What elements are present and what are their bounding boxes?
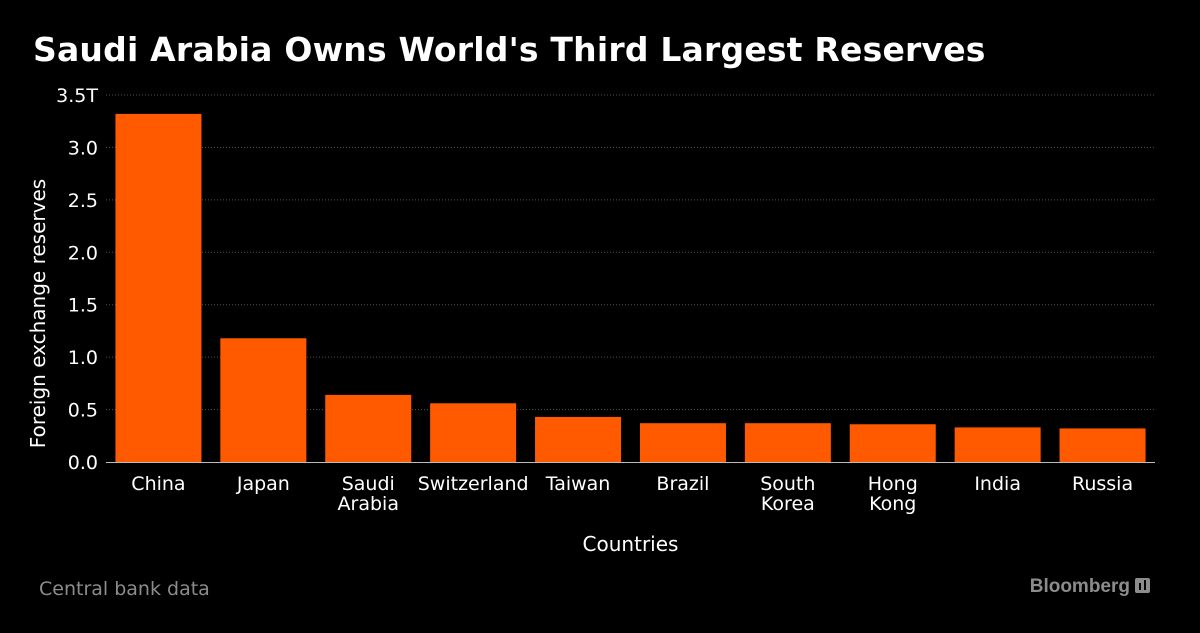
x-tick-label: Hong <box>868 473 918 495</box>
brand-name: Bloomberg <box>1029 576 1130 597</box>
x-tick-label: Arabia <box>338 493 399 515</box>
x-tick-label: Russia <box>1072 473 1133 495</box>
x-tick-label: China <box>131 473 185 495</box>
x-tick-label: Korea <box>761 493 815 515</box>
bar <box>535 416 622 462</box>
bar <box>220 338 307 462</box>
bar <box>849 424 936 462</box>
bar <box>639 423 726 462</box>
x-tick-label: Switzerland <box>418 473 529 495</box>
y-tick-label: 2.5 <box>68 190 98 212</box>
x-tick-label: India <box>974 473 1021 495</box>
y-tick-label: 0.0 <box>68 452 98 474</box>
bar <box>1059 428 1146 462</box>
chart-title: Saudi Arabia Owns World's Third Largest … <box>33 30 986 69</box>
y-tick-label: 3.5T <box>56 85 98 107</box>
bar <box>744 423 831 462</box>
x-tick-label: Japan <box>236 473 290 495</box>
y-axis-label: Foreign exchange reserves <box>26 179 50 448</box>
y-tick-label: 1.0 <box>68 347 98 369</box>
bar <box>430 403 517 462</box>
bar <box>115 113 202 463</box>
bars <box>115 113 1146 463</box>
y-axis-ticks: 0.0 0.5 1.0 1.5 2.0 2.5 3.0 3.5T <box>56 85 98 474</box>
y-tick-label: 0.5 <box>68 400 98 422</box>
x-tick-label: Brazil <box>656 473 709 495</box>
x-tick-label: Taiwan <box>545 473 611 495</box>
source-note: Central bank data <box>39 578 210 600</box>
x-axis-label: Countries <box>583 532 679 556</box>
x-tick-label: South <box>760 473 815 495</box>
y-tick-label: 2.0 <box>68 242 98 264</box>
brand-logo: Bloomberg <box>1030 576 1150 598</box>
x-tick-label: Kong <box>869 493 916 515</box>
bloomberg-icon <box>1135 578 1150 593</box>
bar <box>325 394 412 462</box>
bar <box>954 427 1041 462</box>
x-tick-label: Saudi <box>342 473 395 495</box>
y-tick-label: 1.5 <box>68 295 98 317</box>
y-tick-label: 3.0 <box>68 137 98 159</box>
